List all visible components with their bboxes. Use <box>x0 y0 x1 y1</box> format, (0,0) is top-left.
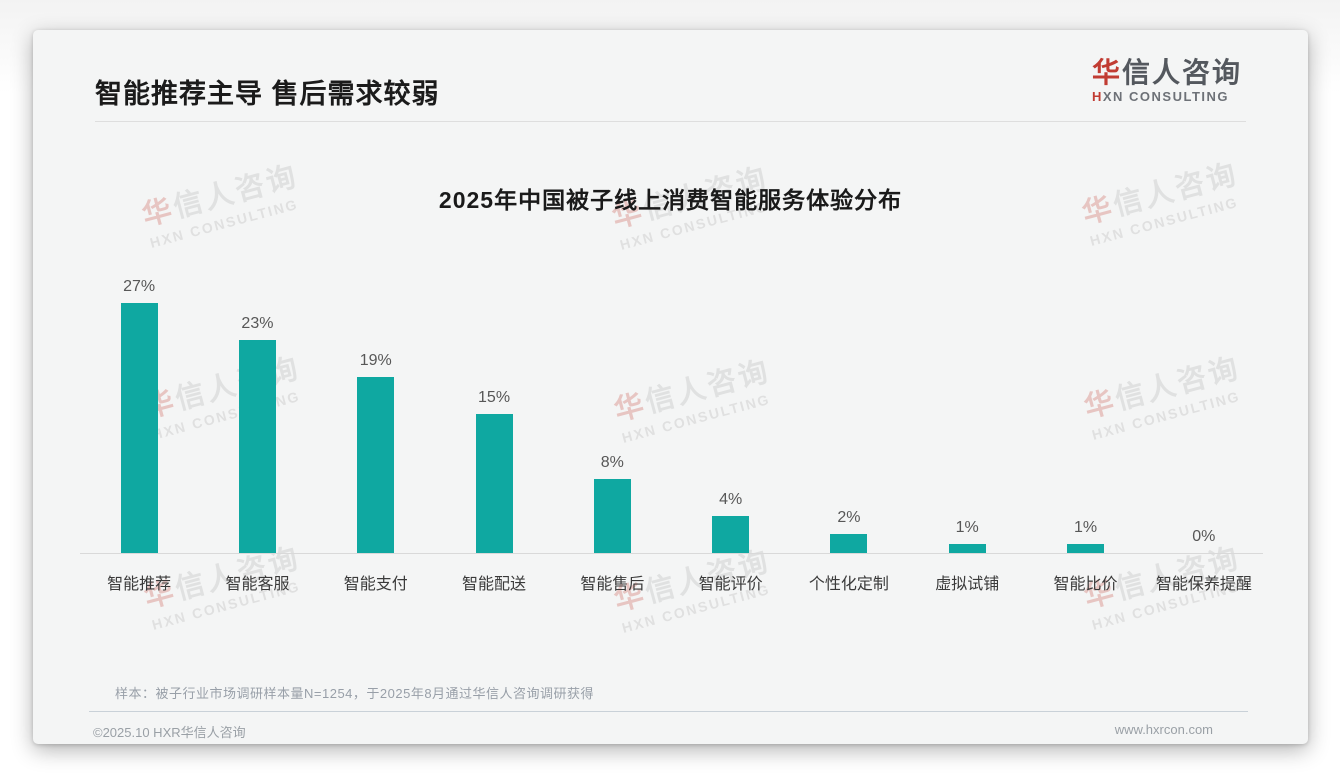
bar-column: 23% <box>198 254 316 553</box>
sample-footnote: 样本：被子行业市场调研样本量N=1254，于2025年8月通过华信人咨询调研获得 <box>115 686 595 701</box>
category-label: 虚拟试铺 <box>935 576 1000 593</box>
bar-chart: 27% 23% 19% 15% 8% 4% 2% 1% 1% 0% <box>80 254 1263 554</box>
bar <box>238 340 276 553</box>
footer-divider <box>89 711 1248 712</box>
copyright-text: ©2025.10 HXR华信人咨询 <box>93 725 246 740</box>
bar-value-label: 8% <box>600 454 624 471</box>
category-label: 智能售后 <box>580 576 645 593</box>
bar-value-label: 1% <box>1073 519 1098 536</box>
bar-value-label: 2% <box>837 509 861 526</box>
bar <box>120 303 158 553</box>
bar <box>1067 544 1105 553</box>
bar-column: 15% <box>435 254 553 553</box>
bar-value-label: 23% <box>241 315 274 332</box>
bar-value-label: 4% <box>719 491 743 508</box>
company-logo: 华信人咨询 HXN CONSULTING <box>1092 58 1242 104</box>
category-label: 智能配送 <box>462 576 527 593</box>
chart-title: 2025年中国被子线上消费智能服务体验分布 <box>438 187 903 213</box>
header-divider <box>95 121 1246 122</box>
bar-value-label: 27% <box>123 278 156 295</box>
bar <box>593 479 631 553</box>
bar-value-label: 0% <box>1192 528 1216 545</box>
category-label: 智能评价 <box>698 576 763 593</box>
website-url: www.hxrcon.com <box>1114 722 1213 737</box>
footer-bar: ©2025.10 HXR华信人咨询 www.hxrcon.com <box>93 722 1213 741</box>
bar-column: 1% <box>1026 254 1144 553</box>
category-label: 智能比价 <box>1053 576 1118 593</box>
logo-english-text: HXN CONSULTING <box>1091 89 1230 105</box>
bar-value-label: 19% <box>359 352 392 369</box>
bar-column: 19% <box>317 254 435 553</box>
logo-chinese-text: 华信人咨询 <box>1091 57 1242 88</box>
category-label: 个性化定制 <box>808 576 889 593</box>
category-label: 智能支付 <box>343 576 408 593</box>
bar <box>948 544 986 553</box>
bar-chart-category-axis: 智能推荐 智能客服 智能支付 智能配送 智能售后 智能评价 个性化定制 虚拟试铺 智能比价 智能保… <box>80 555 1263 594</box>
bar <box>830 534 868 553</box>
slide-card: 华信人咨询 HXN CONSULTING 华信人咨询 HXN CONSULTING 华信… <box>33 30 1308 744</box>
bar-value-label: 1% <box>955 519 979 536</box>
category-label: 智能推荐 <box>107 576 172 593</box>
bar-column: 0% <box>1145 254 1263 553</box>
page-title: 智能推荐主导 售后需求较弱 <box>95 79 440 109</box>
bar <box>475 414 513 553</box>
bar-column: 4% <box>671 254 789 553</box>
bar-column: 1% <box>908 254 1026 553</box>
bar <box>357 377 395 553</box>
bar <box>712 516 750 553</box>
bar-value-label: 15% <box>478 389 511 406</box>
bar-column: 8% <box>553 254 671 553</box>
bar-column: 27% <box>80 254 198 553</box>
bar-column: 2% <box>790 254 908 553</box>
category-label: 智能保养提醒 <box>1155 576 1252 593</box>
category-label: 智能客服 <box>225 576 290 593</box>
